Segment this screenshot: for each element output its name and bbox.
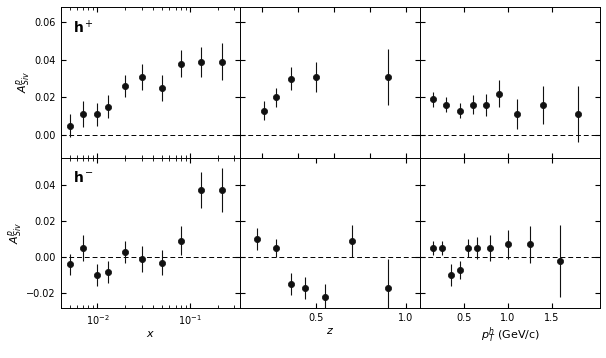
X-axis label: $p^h_T$ (GeV/c): $p^h_T$ (GeV/c) (481, 325, 539, 345)
Text: $\mathbf{h}^+$: $\mathbf{h}^+$ (73, 19, 94, 37)
Text: $\mathbf{h}^-$: $\mathbf{h}^-$ (73, 170, 94, 184)
Y-axis label: $A^{p}_{Siv}$: $A^{p}_{Siv}$ (7, 222, 25, 244)
X-axis label: $z$: $z$ (326, 325, 335, 335)
X-axis label: $x$: $x$ (146, 329, 155, 339)
Y-axis label: $A^{p}_{Siv}$: $A^{p}_{Siv}$ (15, 71, 33, 93)
